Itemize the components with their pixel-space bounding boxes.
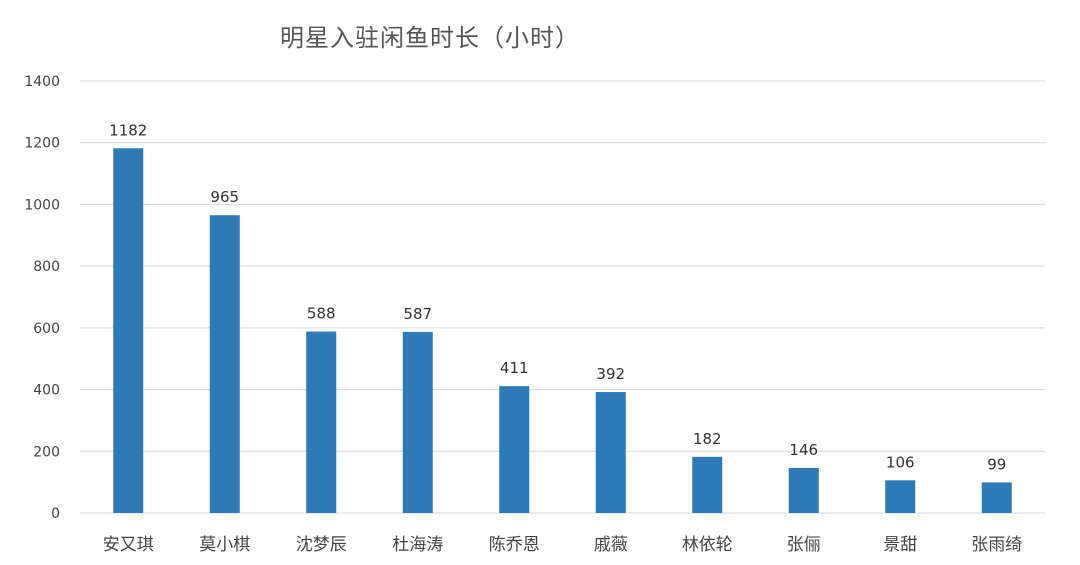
x-category-label: 沈梦辰 xyxy=(296,535,347,555)
bar xyxy=(595,392,626,513)
y-tick-label: 800 xyxy=(33,259,60,275)
x-category-label: 张雨绮 xyxy=(971,535,1022,555)
x-category-label: 景甜 xyxy=(883,535,917,555)
x-category-label: 莫小棋 xyxy=(199,535,250,555)
data-label: 411 xyxy=(500,359,529,377)
data-label: 106 xyxy=(886,453,915,471)
y-tick-label: 1400 xyxy=(24,74,60,90)
y-tick-label: 400 xyxy=(33,383,60,399)
bar xyxy=(306,331,337,513)
bar xyxy=(209,215,240,513)
bar xyxy=(499,386,530,513)
data-label: 146 xyxy=(789,441,818,459)
chart-title: 明星入驻闲鱼时长（小时） xyxy=(280,24,580,52)
x-category-label: 林依轮 xyxy=(682,535,733,555)
gridlines xyxy=(80,80,1045,514)
bar xyxy=(788,467,819,513)
y-tick-label: 1000 xyxy=(24,197,60,213)
bar xyxy=(113,148,144,514)
y-tick-label: 1200 xyxy=(24,136,60,152)
data-label: 1182 xyxy=(109,121,147,139)
bar xyxy=(885,480,916,513)
data-label: 182 xyxy=(693,430,722,448)
bar xyxy=(692,456,723,513)
x-category-label: 张俪 xyxy=(787,535,821,555)
y-tick-label: 0 xyxy=(51,506,60,522)
x-category-label: 杜海涛 xyxy=(392,535,443,555)
bars xyxy=(113,148,1012,514)
y-tick-label: 200 xyxy=(33,444,60,460)
y-tick-label: 600 xyxy=(33,321,60,337)
data-labels: 1182 965 588 587 411 392 182 146 106 99 xyxy=(109,121,1006,473)
data-label: 99 xyxy=(987,455,1006,473)
bar xyxy=(402,331,433,513)
data-label: 587 xyxy=(403,305,432,323)
data-label: 965 xyxy=(210,188,239,206)
y-axis-ticks: 0 200 400 600 800 1000 1200 1400 xyxy=(24,74,60,522)
x-axis-labels: 安又琪 莫小棋 沈梦辰 杜海涛 陈乔恩 戚薇 林依轮 张俪 景甜 张雨绮 xyxy=(103,535,1023,555)
data-label: 588 xyxy=(307,305,336,323)
data-label: 392 xyxy=(596,365,625,383)
x-category-label: 戚薇 xyxy=(594,535,628,555)
bar xyxy=(981,482,1012,513)
x-category-label: 陈乔恩 xyxy=(489,535,540,555)
x-category-label: 安又琪 xyxy=(103,535,154,555)
